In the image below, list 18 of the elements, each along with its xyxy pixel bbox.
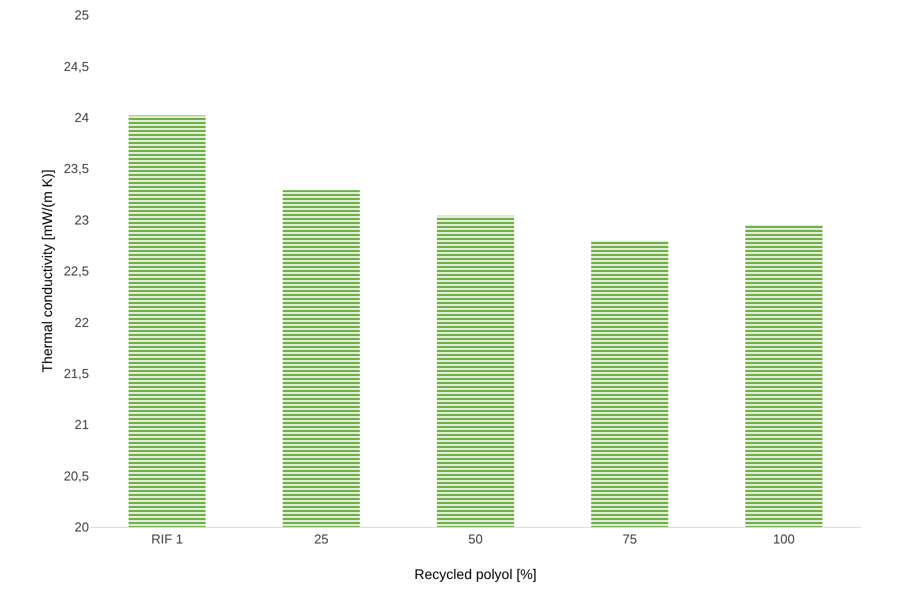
y-tick-label: 21 [74,417,89,432]
x-tick-label: 100 [773,532,795,547]
y-tick-label: 22 [74,314,89,330]
x-tick-label: 25 [314,532,329,547]
y-tick-label: 21,5 [64,366,89,381]
y-tick-label: 22,5 [64,264,89,279]
y-tick-label: 24,5 [64,58,89,74]
x-tick-label: 75 [622,532,637,547]
x-axis-title: Recycled polyol [%] [414,566,537,582]
y-tick-label: 23 [74,212,89,228]
y-tick-label: 23,5 [64,161,89,176]
x-tick-label: RIF 1 [151,532,183,547]
y-tick-label: 24 [74,110,89,125]
y-tick-label: 25 [74,8,89,23]
y-tick-label: 20,5 [64,468,89,484]
y-tick-label: 20 [74,520,89,535]
y-axis-title: Thermal conductivity [mW/(m K)] [39,169,55,373]
x-tick-label: 50 [468,532,483,547]
